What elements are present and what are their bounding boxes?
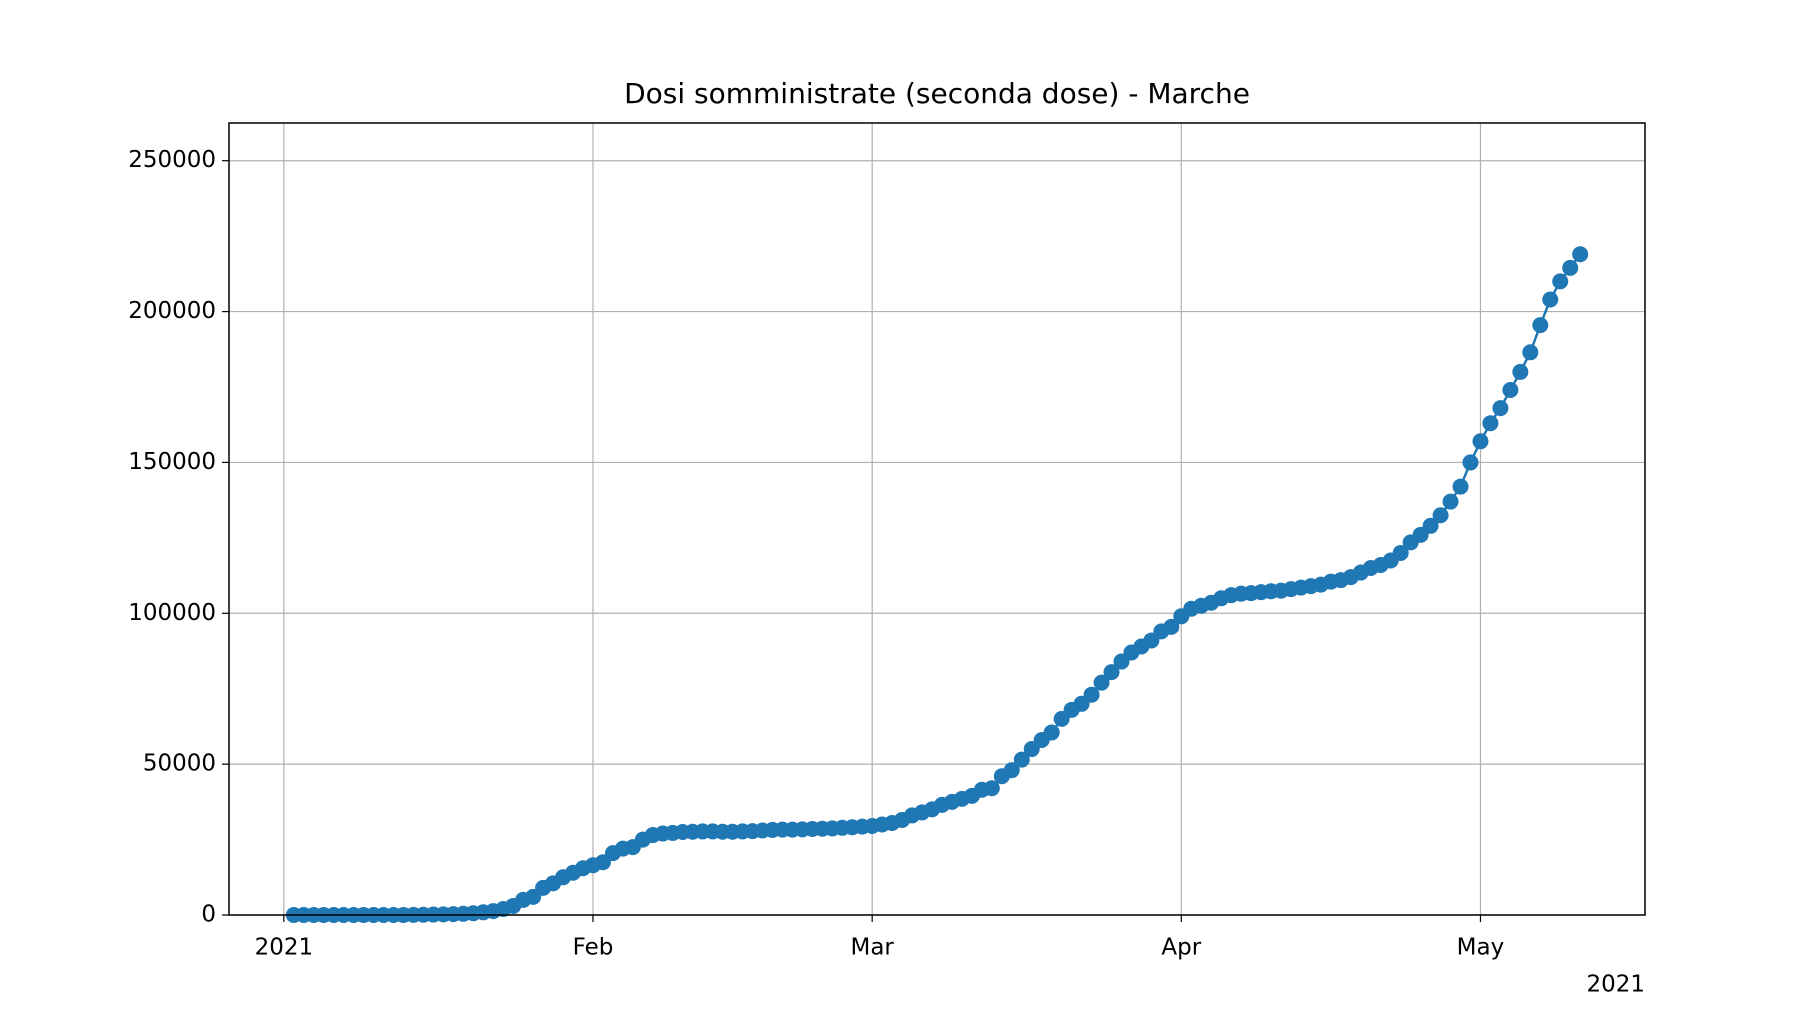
data-point <box>1452 478 1469 495</box>
data-point <box>1013 751 1030 768</box>
data-point <box>1482 415 1499 432</box>
data-point <box>1492 400 1509 417</box>
x-offset-label: 2021 <box>1586 972 1645 998</box>
data-point <box>983 780 1000 797</box>
data-point <box>1462 454 1479 471</box>
x-tick-label: May <box>1457 935 1505 961</box>
y-tick-label: 0 <box>201 902 216 928</box>
data-point <box>1532 317 1549 334</box>
x-tick-label: Mar <box>850 935 894 961</box>
y-tick-label: 150000 <box>128 449 216 475</box>
x-tick-label: Apr <box>1161 935 1201 961</box>
x-tick-label: Feb <box>573 935 614 961</box>
data-point <box>1552 273 1569 290</box>
data-point <box>1542 291 1559 308</box>
data-point <box>1103 664 1120 681</box>
series-line <box>293 253 1582 917</box>
data-point <box>1422 517 1439 534</box>
data-point <box>1093 674 1110 691</box>
data-point <box>1392 544 1409 561</box>
data-point <box>1442 493 1459 510</box>
y-tick-label: 50000 <box>143 751 216 777</box>
chart-title: Dosi somministrate (seconda dose) - Marc… <box>624 77 1250 110</box>
x-tick-label: 2021 <box>255 935 314 961</box>
data-point <box>1163 618 1180 635</box>
y-tick-label: 100000 <box>128 600 216 626</box>
data-point <box>1562 259 1579 276</box>
data-point <box>1502 382 1519 399</box>
data-point <box>1432 507 1449 524</box>
data-point <box>1083 686 1100 703</box>
data-point <box>1043 724 1060 741</box>
data-point <box>1572 246 1589 263</box>
y-tick-label: 200000 <box>128 298 216 324</box>
data-point <box>1522 344 1539 361</box>
plot-frame <box>228 122 1646 916</box>
data-point <box>1003 762 1020 779</box>
y-tick-label: 250000 <box>128 147 216 173</box>
data-point <box>1512 363 1529 380</box>
data-point <box>1472 433 1489 450</box>
